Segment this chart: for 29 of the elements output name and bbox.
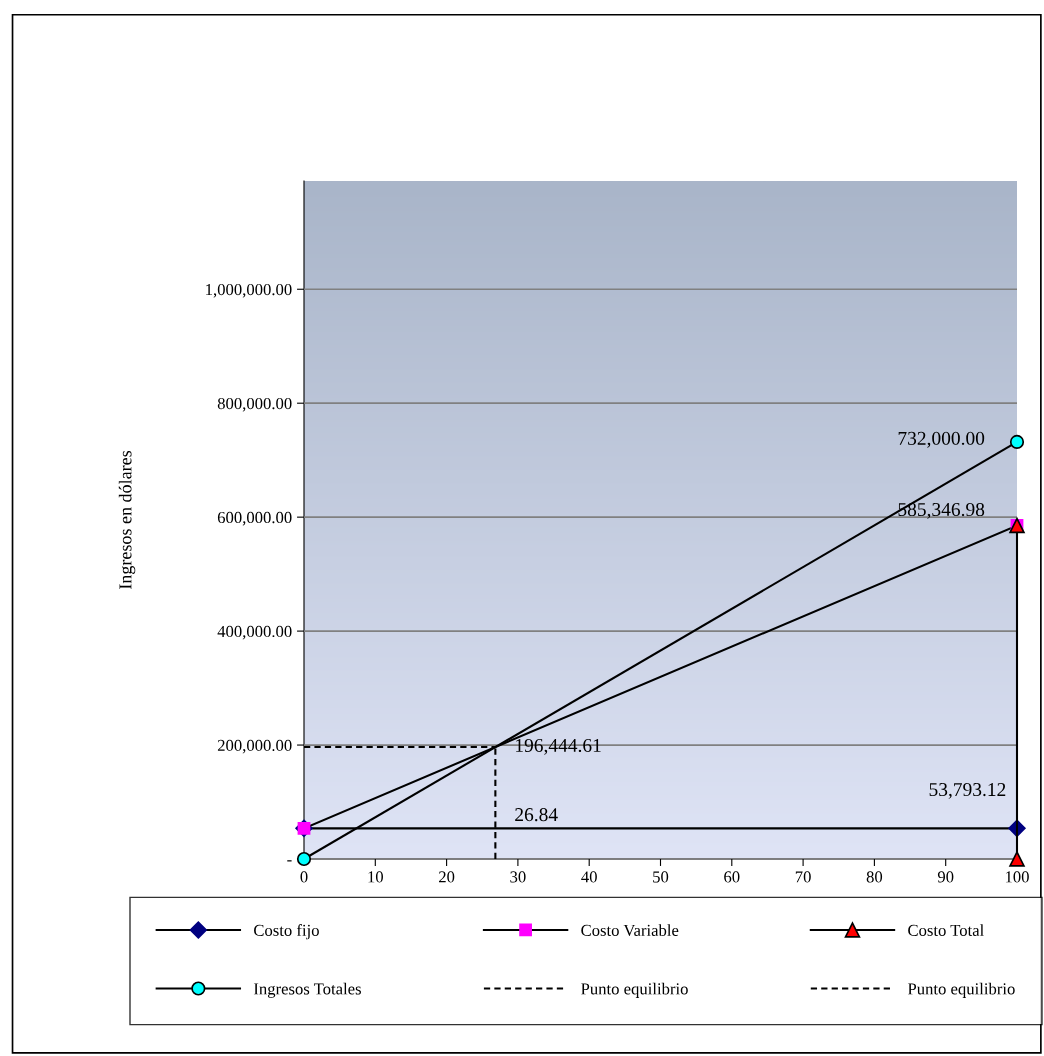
annotation: 196,444.61 bbox=[516, 738, 601, 755]
annotation: 732,000.00 bbox=[898, 431, 985, 448]
legend-label: Ingresos Totales bbox=[253, 982, 361, 998]
x-tick-label: 0 bbox=[300, 871, 308, 883]
x-tick-label: 30 bbox=[510, 871, 526, 883]
x-tick-label: 50 bbox=[653, 871, 669, 883]
annotation: 53,793.12 bbox=[929, 783, 1006, 799]
legend-label: Costo fijo bbox=[254, 924, 319, 940]
legend-label: Costo Total bbox=[908, 924, 984, 936]
y-tick-label: 600,000.00 bbox=[217, 511, 292, 526]
legend-label: Punto equilibrio bbox=[581, 982, 688, 998]
annotation: 585,346.98 bbox=[898, 502, 985, 519]
annotation: 26.84 bbox=[515, 808, 558, 822]
x-tick-label: 90 bbox=[937, 871, 954, 883]
legend-label: Punto equilibrio bbox=[907, 982, 1015, 998]
x-tick-label: 20 bbox=[439, 871, 455, 883]
y-axis-title: Ingresos en dólares bbox=[118, 450, 136, 590]
x-tick-label: 80 bbox=[866, 871, 883, 883]
y-tick-label: 200,000.00 bbox=[217, 739, 292, 754]
y-tick-label: 800,000.00 bbox=[217, 397, 292, 412]
x-tick-label: 40 bbox=[581, 871, 597, 883]
y-tick-label: 400,000.00 bbox=[217, 625, 292, 640]
legend-label: Costo Variable bbox=[581, 924, 679, 937]
y-tick-label: 1,000,000.00 bbox=[206, 283, 292, 298]
x-tick-label: 100 bbox=[1005, 871, 1029, 883]
x-tick-label: 70 bbox=[795, 871, 811, 883]
x-tick-label: 60 bbox=[724, 871, 740, 883]
x-tick-label: 10 bbox=[368, 871, 383, 883]
y-tick-label: - bbox=[287, 860, 292, 862]
